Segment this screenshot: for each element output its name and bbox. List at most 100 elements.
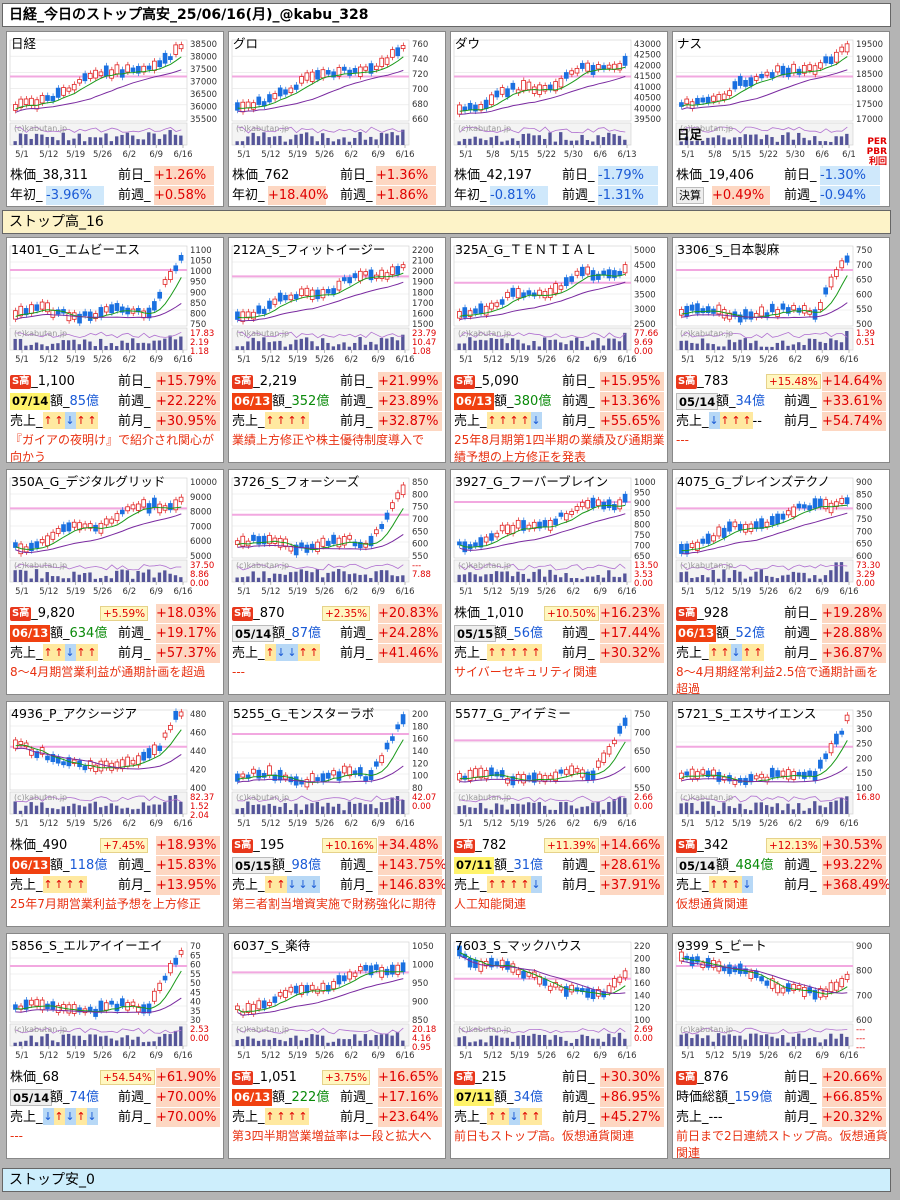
earnings-date-badge[interactable]: 06/13 [10, 625, 51, 642]
stock-row-sales: 売上_↑ ↑ ↓ ↑ ↑ 前月_ +57.37% [10, 644, 222, 663]
candle [87, 760, 93, 769]
candle [499, 524, 505, 532]
arrow-up-icon: ↑ [42, 876, 54, 893]
arrow-up-icon: ↑ [53, 644, 65, 661]
candle [689, 304, 695, 311]
volume-bar [168, 795, 172, 814]
x-tick-label: 5/26 [759, 1051, 778, 1061]
y-tick-label: 900 [634, 499, 650, 509]
index-card-nikkei[interactable]: (c)kabutan.jp 38500 38000 37500 37000 36500 36… [6, 31, 224, 207]
earnings-date-badge[interactable]: 07/11 [454, 1089, 495, 1106]
stock-month-change: +57.37% [156, 644, 220, 663]
volume-bar [256, 341, 261, 350]
stock-card[interactable]: (c)kabutan.jp 750 700 650 600 550 5/1 5/12 5/19 5… [450, 701, 668, 927]
stock-card[interactable]: (c)kabutan.jp 1100 1050 1000 950 900 850 800 750… [6, 237, 224, 463]
volume-bar [294, 803, 298, 814]
stock-card[interactable]: (c)kabutan.jp 350 300 250 200 150 100 5/1 5/12 5/… [672, 701, 890, 927]
ma-long-line [459, 281, 626, 321]
index-card-nasdaq[interactable]: (c)kabutan.jp 19500 19000 18500 18000 17500 17… [672, 31, 890, 207]
candle [395, 964, 401, 975]
y-tick-label: 45 [190, 988, 201, 998]
volume-bar [797, 342, 801, 350]
earnings-date-badge[interactable]: 06/13 [676, 625, 717, 642]
candle [93, 1008, 98, 1017]
x-tick-label: 5/12 [483, 819, 502, 829]
volume-bar [131, 809, 135, 814]
x-tick-label: 6/2 [344, 150, 358, 160]
index-card-dow[interactable]: (c)kabutan.jp 43000 42500 42000 41500 41000 40… [450, 31, 668, 207]
x-tick-label: 5/30 [564, 150, 583, 160]
stock-card[interactable]: (c)kabutan.jp 480 460 440 420 400 5/1 5/12 5/19 5… [6, 701, 224, 927]
candle [277, 87, 283, 97]
earnings-button[interactable]: 決算 [676, 187, 704, 204]
volume-bar [612, 338, 616, 350]
stock-card[interactable]: (c)kabutan.jp 220 200 180 160 140 120 100 5/1 5/1… [450, 933, 668, 1159]
stock-card[interactable]: (c)kabutan.jp 900 800 700 600 5/1 5/12 5/19 5/26… [672, 933, 890, 1159]
volume-bar [716, 578, 721, 582]
earnings-date-badge[interactable]: 05/14 [676, 857, 719, 874]
stock-day-label: 前日_ [118, 374, 151, 389]
volume-bar [781, 575, 785, 582]
stock-card[interactable]: (c)kabutan.jp 2200 2100 2000 1900 1800 1700 160… [228, 237, 446, 463]
volume-bar [168, 1034, 172, 1046]
volume-bar [759, 569, 763, 582]
candle [341, 66, 347, 71]
earnings-date-badge[interactable]: 05/15 [232, 857, 275, 874]
volume-line [459, 331, 626, 339]
stock-card[interactable]: (c)kabutan.jp 850 800 750 700 650 600 550 5/1 5/1… [228, 469, 446, 695]
candle [157, 503, 163, 514]
stock-card[interactable]: (c)kabutan.jp 750 700 650 600 550 500 5/1 5/12 5/… [672, 237, 890, 463]
volume-bar [591, 802, 595, 814]
volume-line [15, 1027, 182, 1035]
earnings-date-badge[interactable]: 06/13 [232, 393, 273, 410]
stock-card[interactable]: (c)kabutan.jp 10000 9000 8000 7000 6000 5000 5/… [6, 469, 224, 695]
x-tick-label: 6/2 [122, 150, 136, 160]
volume-bar [765, 346, 769, 350]
earnings-date-badge[interactable]: 07/14 [10, 393, 51, 410]
volume-bar [385, 338, 389, 350]
candle [235, 311, 240, 320]
earnings-date-badge[interactable]: 05/15 [454, 625, 497, 642]
earnings-date-badge[interactable]: 05/14 [232, 625, 275, 642]
stop-high-badge: S高 [454, 1071, 476, 1085]
stock-card[interactable]: (c)kabutan.jp 70 65 60 55 50 45 40 35 30 5/1 5/12 5/… [6, 933, 224, 1159]
earnings-date-badge[interactable]: 06/13 [454, 393, 495, 410]
stock-card[interactable]: (c)kabutan.jp 1000 950 900 850 800 750 700 650 5/… [450, 469, 668, 695]
volume-bar [797, 803, 801, 814]
candle [483, 536, 489, 543]
candle [162, 975, 168, 981]
candle [823, 499, 829, 510]
y-tick-label: 1000 [634, 478, 656, 488]
volume-bar [272, 573, 277, 582]
stock-card[interactable]: (c)kabutan.jp 1050 1000 950 900 850 5/1 5/12 5/1… [228, 933, 446, 1159]
volume-bar [18, 338, 23, 350]
index-card-growth[interactable]: (c)kabutan.jp 760 740 720 700 680 660 5/1 5/12 5/… [228, 31, 446, 207]
volume-bar [131, 338, 135, 350]
volume-bar [157, 572, 162, 582]
volume-bar [845, 1036, 849, 1046]
x-tick-label: 6/9 [593, 587, 607, 597]
stock-row-sales: 売上_↑ ↑ ↑ ↑ 前月_ +23.64% [232, 1108, 444, 1127]
x-tick-label: 5/19 [66, 819, 85, 829]
earnings-date-badge[interactable]: 05/14 [10, 1089, 53, 1106]
stock-week-change: +17.16% [378, 1088, 442, 1107]
stock-card[interactable]: (c)kabutan.jp 900 850 800 750 700 650 600 5/1 5/1… [672, 469, 890, 695]
volume-bar [278, 573, 282, 582]
stock-card[interactable]: (c)kabutan.jp 200 180 160 140 120 100 80 5/1 5/12… [228, 701, 446, 927]
earnings-date-badge[interactable]: 06/13 [232, 1089, 273, 1106]
volume-bar [299, 809, 303, 814]
stock-month-label: 前月_ [784, 1110, 817, 1125]
volume-bar [104, 1035, 108, 1046]
stock-name: 4075_G_ブレインズテクノ [677, 474, 830, 489]
index-week-change: +1.86% [376, 186, 436, 205]
stock-row-cap: 07/14 額_85億 前週_ +22.22% [10, 392, 222, 411]
earnings-date-badge[interactable]: 06/13 [10, 857, 51, 874]
volume-bar [553, 574, 558, 582]
earnings-date-badge[interactable]: 07/11 [454, 857, 495, 874]
y-tick-label: 600 [856, 552, 872, 562]
stock-card[interactable]: (c)kabutan.jp 5000 4500 4000 3500 3000 2500 5/1… [450, 237, 668, 463]
volume-line [681, 1027, 848, 1035]
candle [45, 302, 50, 313]
volume-bar [617, 1032, 622, 1046]
earnings-date-badge[interactable]: 05/14 [676, 393, 719, 410]
